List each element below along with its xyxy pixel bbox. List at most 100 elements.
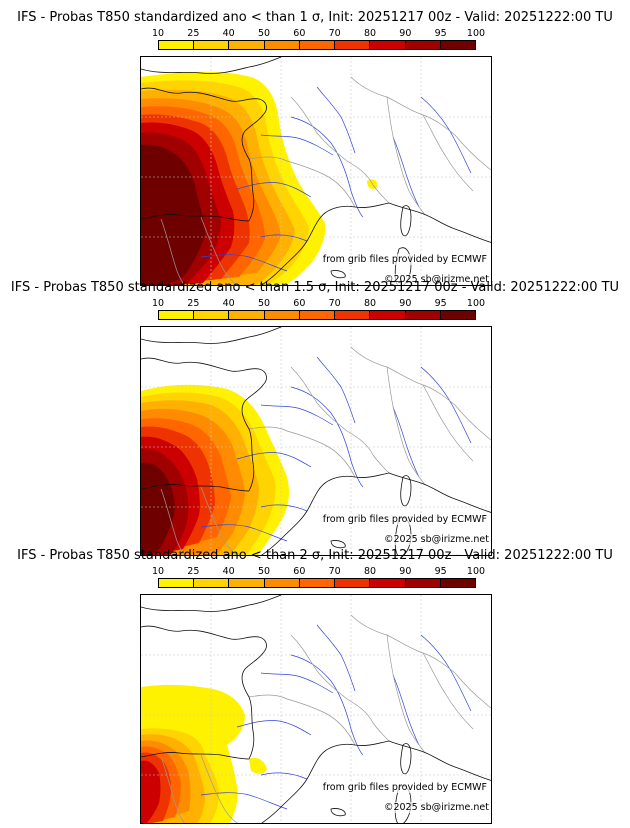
colorbar-tick-95: 95	[434, 28, 447, 39]
river-line	[200, 524, 288, 542]
border-line	[160, 218, 185, 285]
coastline	[261, 740, 491, 823]
copyright-credit: ©2025 sb@irizme.net	[383, 802, 489, 813]
map-canvas	[141, 57, 491, 285]
river-line	[316, 624, 356, 692]
river-line	[316, 86, 356, 154]
border-line	[248, 694, 356, 746]
colorbar-tick-labels: 10 25 40 50 60 70 80 90 95 100	[152, 298, 485, 310]
border-line	[290, 96, 390, 204]
colorbar-tick-60: 60	[293, 566, 306, 577]
river-line	[420, 96, 472, 174]
colorbar-bin-40-50	[229, 41, 265, 49]
river-line	[236, 720, 312, 736]
colorbar-bin-10-25	[159, 311, 195, 319]
colorbar-bin-40-50	[229, 311, 265, 319]
colorbar-bin-50-60	[264, 41, 300, 49]
colorbar-tick-40: 40	[222, 566, 235, 577]
river-line	[420, 634, 472, 712]
colorbar-bin-10-25	[159, 579, 195, 587]
colorbar-bin-25-40	[194, 41, 230, 49]
probability-panel-1-sigma: IFS - Probas T850 standardized ano < tha…	[0, 10, 630, 286]
colorbar-tick-100: 100	[466, 28, 486, 39]
colorbar-bin-60-70	[299, 311, 336, 319]
border-line	[386, 634, 426, 754]
colorbar-tick-10: 10	[151, 28, 165, 39]
coastline	[330, 540, 346, 549]
border-line	[248, 156, 356, 208]
colorbar-tick-25: 25	[187, 298, 200, 309]
colorbar-bin-10-25	[159, 41, 195, 49]
border-line	[454, 672, 491, 709]
border-line	[290, 366, 390, 474]
colorbar-tick-40: 40	[222, 298, 235, 309]
colorbar	[158, 310, 476, 320]
colorbar-bin-95-100	[440, 579, 475, 587]
colorbar-bin-90-95	[405, 41, 441, 49]
coastline	[141, 57, 282, 74]
colorbar-tick-10: 10	[151, 298, 165, 309]
colorbar-tick-95: 95	[434, 298, 447, 309]
river-line	[316, 356, 356, 424]
border-line	[160, 488, 185, 555]
river-line	[260, 134, 334, 156]
coastline	[400, 743, 412, 775]
data-source-credit: from grib files provided by ECMWF	[322, 514, 487, 525]
border-line	[386, 366, 426, 486]
colorbar-tick-90: 90	[399, 28, 412, 39]
colorbar	[158, 578, 476, 588]
coastline	[400, 475, 412, 507]
border-line	[290, 634, 390, 742]
colorbar-bin-95-100	[440, 311, 475, 319]
border-line	[248, 426, 356, 478]
river-line	[236, 452, 312, 468]
copyright-credit: ©2025 sb@irizme.net	[383, 274, 489, 285]
panel-title: IFS - Probas T850 standardized ano < tha…	[10, 280, 620, 295]
colorbar-tick-100: 100	[466, 566, 486, 577]
colorbar-tick-25: 25	[187, 566, 200, 577]
colorbar-tick-labels: 10 25 40 50 60 70 80 90 95 100	[152, 28, 485, 40]
colorbar-bin-50-60	[264, 311, 300, 319]
river-line	[420, 366, 472, 444]
border-line	[422, 652, 474, 730]
colorbar-bin-80-90	[370, 311, 406, 319]
coastline	[141, 327, 282, 344]
river-line	[260, 234, 308, 242]
coastline	[141, 87, 267, 222]
probability-panel-1-5-sigma: IFS - Probas T850 standardized ano < tha…	[0, 280, 630, 556]
probability-contour-80	[141, 760, 161, 823]
colorbar-bin-50-60	[264, 579, 300, 587]
colorbar-bin-70-80	[335, 41, 371, 49]
colorbar-tick-80: 80	[363, 298, 377, 309]
colorbar-tick-70: 70	[328, 566, 341, 577]
coastline	[141, 595, 282, 612]
colorbar-tick-50: 50	[257, 298, 271, 309]
border-line	[200, 216, 238, 285]
border-line	[350, 346, 456, 406]
colorbar-bin-60-70	[299, 579, 336, 587]
border-line	[422, 384, 474, 462]
colorbar-tick-70: 70	[328, 28, 341, 39]
probability-map	[140, 326, 492, 556]
data-source-credit: from grib files provided by ECMWF	[322, 254, 487, 265]
copyright-credit: ©2025 sb@irizme.net	[383, 534, 489, 545]
colorbar-tick-50: 50	[257, 566, 271, 577]
border-line	[454, 134, 491, 171]
colorbar-tick-90: 90	[399, 298, 412, 309]
map-canvas	[141, 595, 491, 823]
border-line	[200, 754, 238, 823]
coastline	[141, 357, 267, 492]
river-line	[236, 182, 312, 198]
probability-contour-95	[141, 462, 175, 555]
colorbar	[158, 40, 476, 50]
probability-panel-2-sigma: IFS - Probas T850 standardized ano < tha…	[0, 548, 630, 824]
river-line	[260, 504, 308, 512]
colorbar-bin-90-95	[405, 311, 441, 319]
map-canvas	[141, 327, 491, 555]
border-line	[350, 76, 456, 136]
colorbar-tick-50: 50	[257, 28, 271, 39]
colorbar-bin-25-40	[194, 579, 230, 587]
river-line	[392, 136, 420, 208]
border-line	[386, 96, 426, 216]
colorbar-tick-100: 100	[466, 298, 486, 309]
